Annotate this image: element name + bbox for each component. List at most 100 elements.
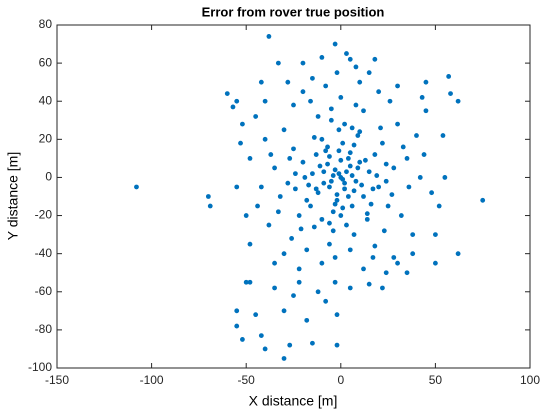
point (398, 213, 404, 218)
x-tick-label: 100 (520, 373, 540, 387)
point (340, 140, 346, 146)
point (334, 70, 340, 76)
point (344, 222, 349, 228)
point (442, 175, 448, 180)
point (327, 241, 332, 247)
point (304, 197, 310, 203)
y-tick-label: 20 (39, 132, 53, 146)
point (285, 79, 291, 85)
point (272, 165, 277, 171)
point (332, 41, 338, 47)
point (342, 121, 347, 127)
point (304, 317, 310, 323)
point (417, 175, 423, 180)
point (440, 133, 446, 138)
point (410, 251, 416, 257)
point (291, 102, 296, 108)
point (351, 232, 357, 238)
point (338, 95, 344, 100)
point (304, 247, 310, 253)
x-tick-label: -100 (140, 373, 164, 387)
point (328, 178, 334, 184)
point (330, 228, 336, 234)
point (328, 106, 334, 112)
point (389, 192, 395, 197)
point (349, 203, 355, 209)
point (291, 146, 296, 152)
y-tick-label: -80 (35, 322, 53, 336)
y-tick-label: 60 (39, 55, 53, 69)
point (317, 163, 323, 169)
point (362, 157, 368, 163)
point (372, 152, 378, 157)
point (234, 308, 240, 314)
point (313, 152, 319, 157)
point (446, 74, 452, 79)
x-tick-label: 50 (429, 373, 443, 387)
point (376, 89, 382, 95)
point (266, 34, 272, 39)
point (238, 140, 243, 146)
point (419, 95, 425, 100)
point (134, 184, 139, 190)
point (353, 178, 359, 184)
point (342, 186, 347, 192)
point (370, 186, 376, 192)
point (355, 133, 361, 138)
point (357, 79, 363, 85)
point (262, 346, 268, 352)
point (334, 312, 340, 318)
point (336, 148, 342, 154)
y-tick-label: -60 (35, 284, 53, 298)
y-axis-label: Y distance [m] (5, 152, 21, 240)
point (285, 180, 291, 186)
point (319, 136, 325, 142)
point (400, 144, 406, 150)
point (328, 117, 334, 123)
point (207, 203, 213, 209)
point (347, 56, 353, 62)
point (296, 279, 302, 285)
point (368, 201, 374, 207)
point (240, 121, 245, 127)
point (240, 337, 245, 342)
point (364, 216, 370, 222)
point (334, 192, 340, 197)
point (345, 194, 351, 199)
point (287, 342, 293, 348)
point (268, 152, 274, 157)
point (298, 226, 304, 232)
point (234, 184, 240, 190)
point (380, 140, 385, 146)
point (243, 279, 249, 285)
point (300, 159, 306, 165)
point (319, 216, 325, 222)
point (296, 213, 302, 218)
point (327, 154, 332, 159)
x-tick-label: -150 (45, 373, 69, 387)
point (247, 241, 253, 247)
point (277, 194, 283, 199)
point (287, 155, 293, 161)
point (332, 255, 338, 260)
x-tick-label: 0 (337, 373, 344, 387)
point (347, 163, 353, 169)
point (323, 83, 329, 89)
point (224, 91, 230, 96)
point (385, 203, 391, 209)
x-tick-label: -50 (238, 373, 256, 387)
point (258, 79, 264, 85)
point (205, 194, 211, 199)
point (372, 243, 378, 249)
point (311, 224, 317, 230)
plot-frame (56, 24, 531, 369)
point (387, 98, 393, 104)
y-tick-label: 0 (45, 170, 52, 184)
point (319, 54, 325, 60)
point (347, 285, 353, 291)
point (374, 173, 380, 178)
point (383, 270, 389, 276)
point (410, 232, 416, 238)
point (353, 64, 359, 70)
